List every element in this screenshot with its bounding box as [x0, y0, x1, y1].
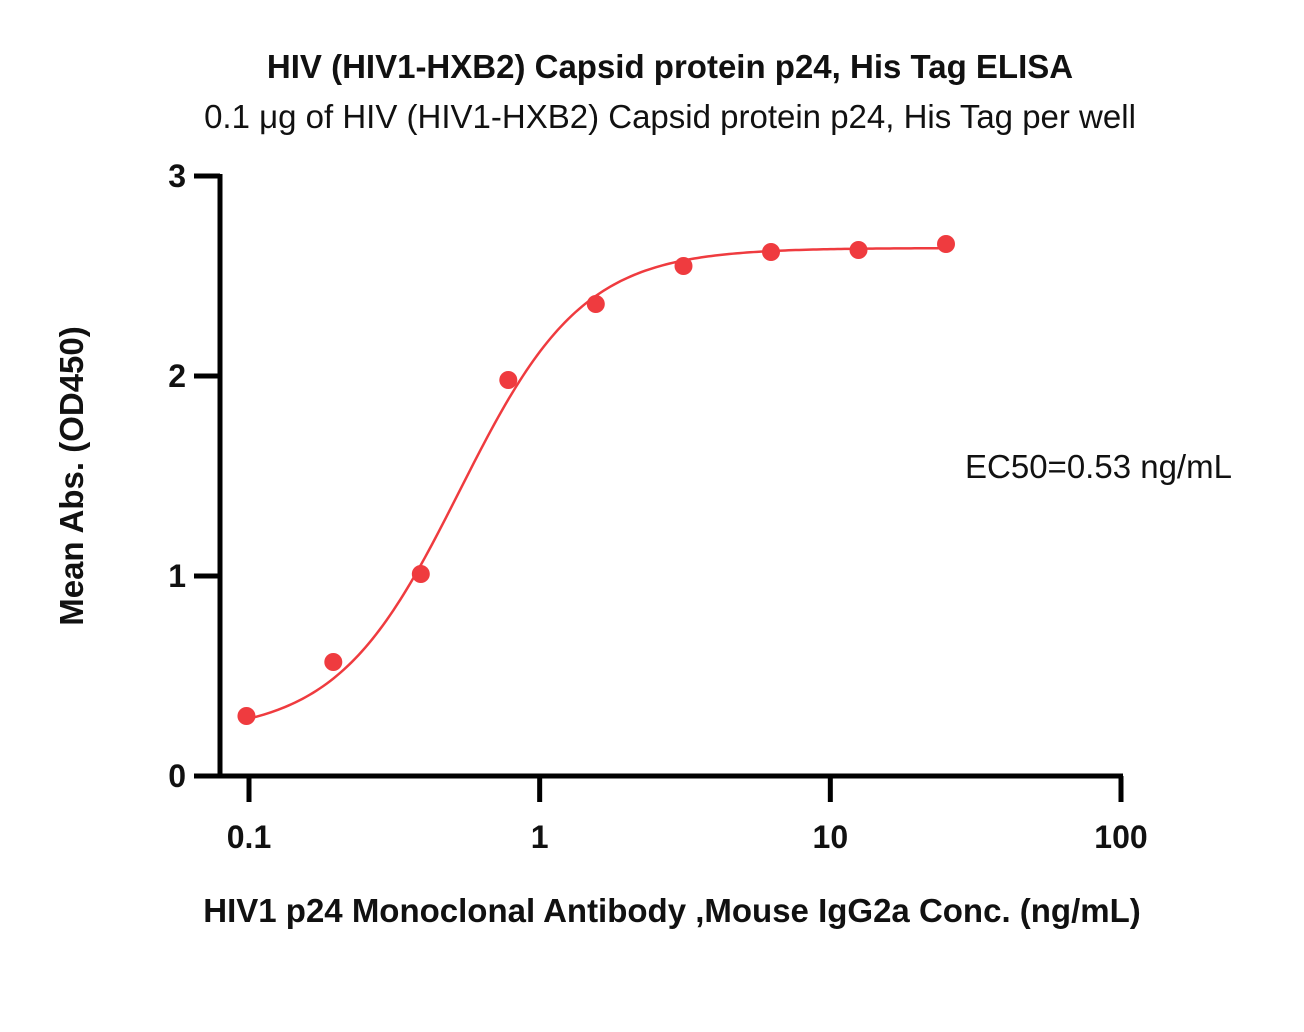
x-tick-label: 10	[813, 819, 849, 855]
x-tick-label: 1	[531, 819, 549, 855]
y-tick-label: 1	[168, 558, 186, 594]
chart-title: HIV (HIV1-HXB2) Capsid protein p24, His …	[266, 48, 1074, 85]
data-point	[849, 241, 868, 259]
data-point	[499, 371, 518, 389]
data-point	[674, 257, 693, 275]
axes	[194, 173, 1124, 802]
x-tick-label: 0.1	[227, 819, 271, 855]
data-points	[237, 235, 956, 725]
y-tick-label: 3	[168, 158, 186, 194]
data-point	[762, 243, 781, 261]
fit-curve	[246, 246, 947, 721]
data-point	[411, 565, 430, 583]
tick-labels: 0 1 2 3 0.1 1 10 100	[168, 158, 1147, 855]
chart-subtitle: 0.1 μg of HIV (HIV1-HXB2) Capsid protein…	[204, 98, 1136, 135]
data-point	[937, 235, 956, 253]
ec50-annotation: EC50=0.53 ng/mL	[965, 448, 1232, 485]
x-axis-label: HIV1 p24 Monoclonal Antibody ,Mouse IgG2…	[203, 892, 1141, 929]
data-point	[586, 295, 605, 313]
y-tick-label: 2	[168, 358, 186, 394]
y-tick-label: 0	[168, 758, 186, 794]
data-point	[324, 653, 343, 671]
data-point	[237, 707, 256, 725]
x-tick-label: 100	[1094, 819, 1147, 855]
